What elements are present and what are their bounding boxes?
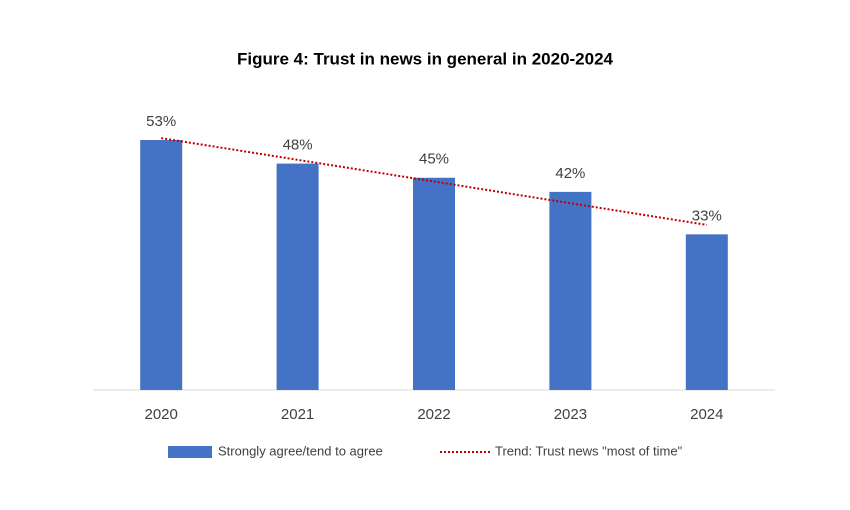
data-label: 53% <box>146 113 176 130</box>
bar <box>413 177 455 390</box>
x-tick-label: 2021 <box>281 406 314 423</box>
chart-title: Figure 4: Trust in news in general in 20… <box>237 49 614 68</box>
bar <box>276 163 319 390</box>
bar <box>685 234 728 390</box>
legend-swatch <box>168 446 212 458</box>
x-tick-label: 2022 <box>417 406 450 423</box>
x-tick-label: 2024 <box>690 406 723 423</box>
legend-label: Strongly agree/tend to agree <box>218 443 383 458</box>
legend-label: Trend: Trust news "most of time" <box>495 443 683 458</box>
data-label: 48% <box>283 137 313 154</box>
data-label: 42% <box>555 165 585 182</box>
trend-line <box>161 137 707 226</box>
data-label: 33% <box>692 207 722 224</box>
data-label: 45% <box>419 151 449 168</box>
bar <box>549 191 592 390</box>
x-tick-label: 2023 <box>554 406 587 423</box>
bar <box>140 140 183 390</box>
x-tick-label: 2020 <box>145 406 178 423</box>
